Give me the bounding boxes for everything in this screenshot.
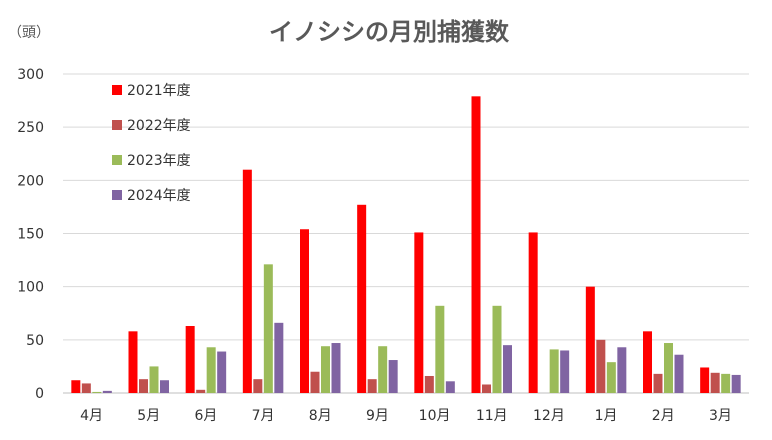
x-tick-label: 12月 — [533, 408, 565, 424]
chart-title: イノシシの月別捕獲数 — [269, 18, 510, 46]
bar-1月-2023年度 — [606, 362, 616, 393]
bar-5月-2023年度 — [149, 366, 159, 393]
bar-6月-2021年度 — [185, 326, 195, 393]
bar-11月-2024年度 — [503, 345, 512, 393]
bar-5月-2021年度 — [128, 331, 138, 393]
legend-label: 2023年度 — [127, 153, 191, 169]
bar-9月-2023年度 — [378, 346, 388, 393]
x-axis-ticks: 4月 5月 6月 7月 8月 9月 10月 11月 12月 1月 2月 3月 — [80, 408, 732, 424]
bar-11月-2023年度 — [492, 305, 502, 393]
bar-10月-2022年度 — [424, 375, 434, 393]
legend-swatch — [112, 155, 122, 165]
bar-4月-2023年度 — [92, 391, 102, 393]
bar-7月-2023年度 — [263, 264, 273, 393]
bar-9月-2021年度 — [357, 204, 367, 393]
bar-9月-2024年度 — [388, 360, 398, 393]
bar-3月-2021年度 — [700, 367, 710, 393]
bar-3月-2024年度 — [731, 374, 741, 393]
bar-12月-2024年度 — [560, 350, 570, 393]
bar-8月-2023年度 — [321, 346, 330, 393]
x-tick-label: 3月 — [709, 408, 732, 424]
bar-5月-2024年度 — [160, 380, 169, 393]
bar-12月-2021年度 — [528, 232, 538, 393]
y-tick-label: 150 — [17, 227, 44, 243]
bar-9月-2022年度 — [367, 379, 377, 393]
bar-11月-2021年度 — [471, 96, 481, 393]
legend-swatch — [112, 120, 122, 130]
bar-6月-2023年度 — [206, 347, 216, 393]
bar-12月-2023年度 — [549, 349, 559, 393]
x-tick-label: 2月 — [652, 408, 675, 424]
bar-4月-2024年度 — [102, 390, 112, 393]
legend-swatch — [112, 190, 122, 200]
x-tick-label: 6月 — [194, 408, 217, 424]
bar-7月-2022年度 — [253, 379, 263, 393]
bar-2月-2023年度 — [664, 343, 673, 393]
y-tick-label: 100 — [17, 280, 44, 296]
bar-2月-2022年度 — [653, 373, 663, 393]
y-tick-label: 250 — [17, 120, 44, 136]
y-axis-unit-label: （頭） — [8, 25, 50, 41]
bar-10月-2021年度 — [414, 232, 424, 393]
legend-label: 2024年度 — [127, 188, 191, 204]
x-tick-label: 7月 — [252, 408, 275, 424]
bar-10月-2023年度 — [435, 305, 445, 393]
bar-7月-2021年度 — [242, 169, 252, 393]
x-tick-label: 9月 — [366, 408, 389, 424]
gridlines — [63, 73, 749, 394]
bar-6月-2022年度 — [196, 389, 206, 393]
bar-5月-2022年度 — [139, 379, 148, 393]
y-tick-label: 0 — [35, 386, 44, 402]
x-tick-label: 10月 — [419, 408, 451, 424]
bar-4月-2022年度 — [81, 383, 91, 393]
legend-swatch — [112, 85, 122, 95]
x-tick-label: 11月 — [476, 408, 508, 424]
bar-1月-2022年度 — [596, 339, 606, 393]
bar-6月-2024年度 — [217, 351, 227, 393]
y-axis-ticks: 0 50 100 150 200 250 300 — [17, 67, 44, 402]
y-tick-label: 200 — [17, 173, 44, 189]
y-tick-label: 50 — [26, 333, 44, 349]
bar-8月-2021年度 — [300, 229, 309, 393]
bar-2月-2024年度 — [674, 354, 684, 393]
bar-7月-2024年度 — [274, 322, 284, 393]
bar-11月-2022年度 — [482, 384, 491, 393]
bars — [71, 96, 741, 393]
x-tick-label: 1月 — [595, 408, 618, 424]
y-tick-label: 300 — [17, 67, 44, 83]
bar-3月-2022年度 — [710, 372, 720, 393]
bar-10月-2024年度 — [445, 381, 455, 393]
legend-label: 2021年度 — [127, 83, 191, 99]
x-tick-label: 5月 — [137, 408, 160, 424]
bar-4月-2021年度 — [71, 380, 81, 393]
bar-1月-2021年度 — [585, 286, 595, 393]
x-tick-label: 4月 — [80, 408, 103, 424]
bar-8月-2022年度 — [310, 371, 320, 393]
x-tick-label: 8月 — [309, 408, 332, 424]
bar-3月-2023年度 — [721, 373, 731, 393]
bar-1月-2024年度 — [617, 347, 627, 393]
bar-2月-2021年度 — [643, 331, 652, 393]
bar-8月-2024年度 — [331, 343, 341, 393]
legend: 2021年度 2022年度 2023年度 2024年度 — [112, 83, 191, 204]
legend-label: 2022年度 — [127, 118, 191, 134]
